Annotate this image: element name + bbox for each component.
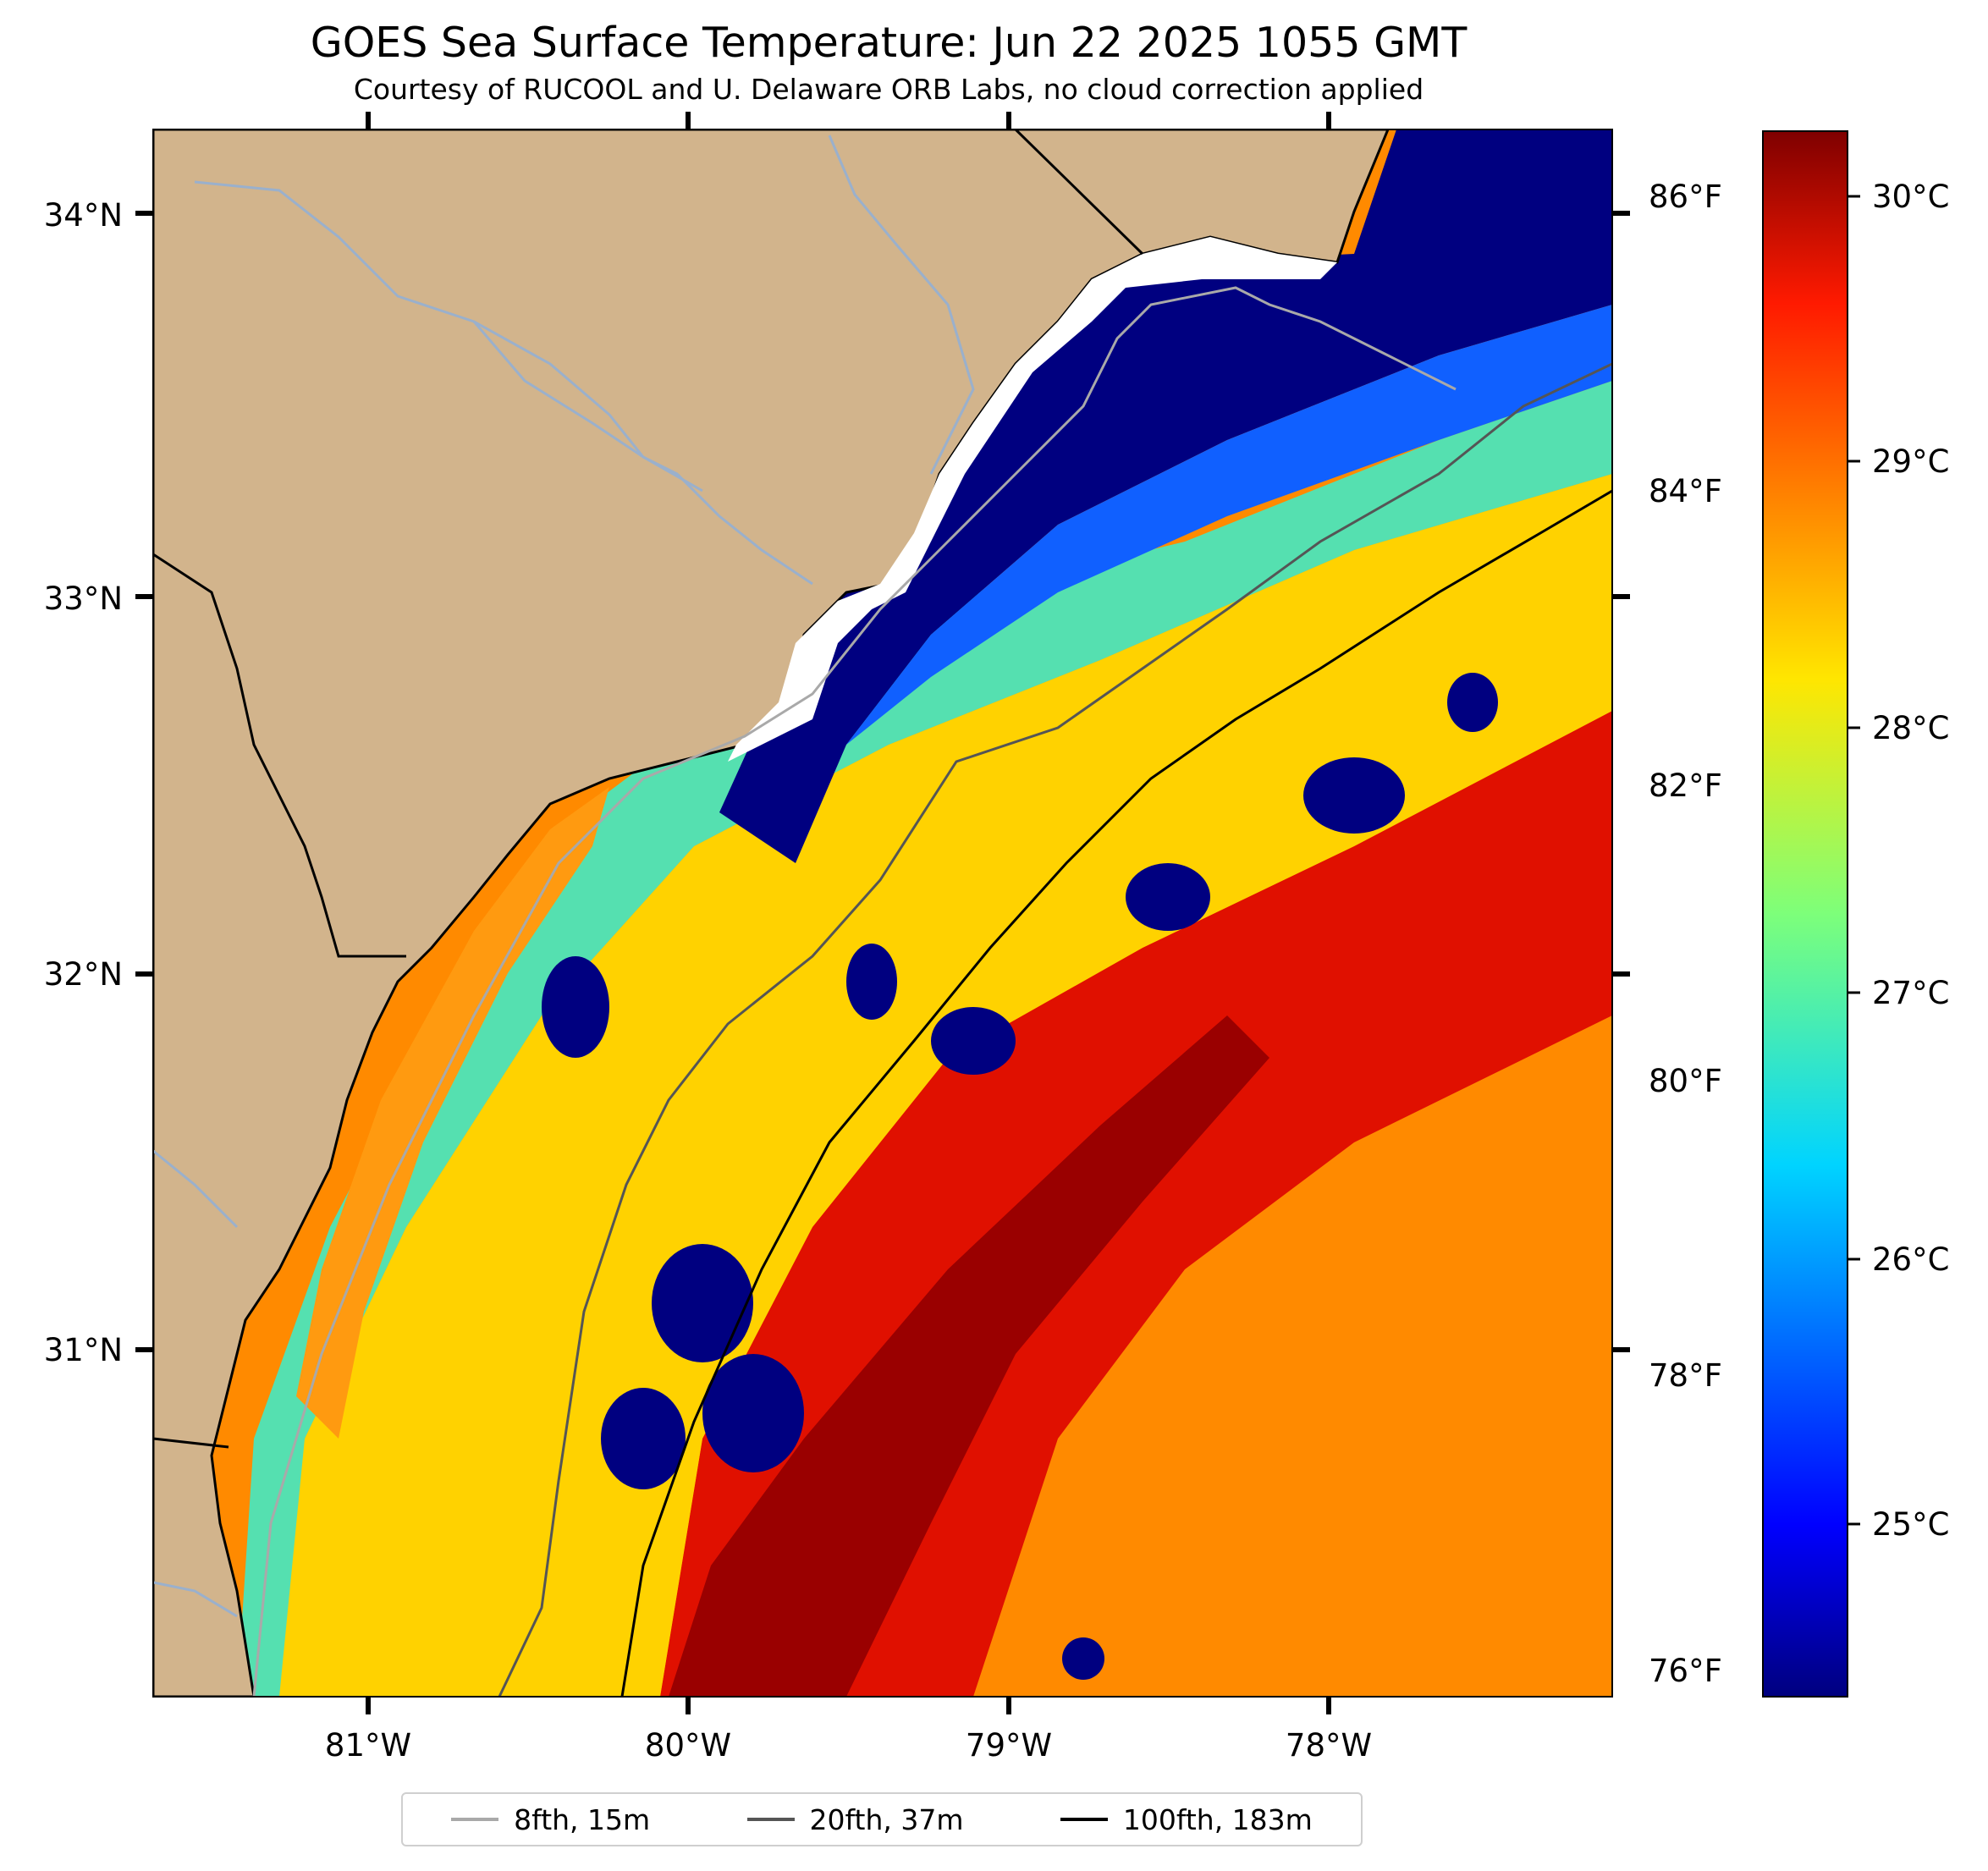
- cb-label-27: 27°C: [1872, 975, 1949, 1011]
- legend-label-100fth: 100fth, 183m: [1122, 1802, 1313, 1836]
- lat-ticks-left: [135, 211, 153, 1352]
- chart-title: GOES Sea Surface Temperature: Jun 22 202…: [310, 19, 1468, 67]
- colorbar-labels: 30°C 29°C 28°C 27°C 26°C 25°C: [1872, 179, 1949, 1543]
- lat-label-33: 33°N: [44, 581, 123, 617]
- cb-label-29: 29°C: [1872, 443, 1949, 480]
- cb-label-25: 25°C: [1872, 1506, 1949, 1543]
- cold-water-region: [719, 129, 1612, 863]
- lat-label-34: 34°N: [44, 197, 123, 234]
- f-label-80: 80°F: [1649, 1063, 1722, 1099]
- cold-eddies: [542, 673, 1498, 1680]
- map-panel: [153, 129, 1612, 1697]
- longitude-labels: 81°W 80°W 79°W 78°W: [325, 1727, 1372, 1764]
- isobath-legend: 8fth, 15m 20fth, 37m 100fth, 183m: [401, 1792, 1363, 1846]
- legend-label-20fth: 20fth, 37m: [809, 1802, 964, 1836]
- isobath-100fth: [620, 489, 1612, 1697]
- colorbar: [1762, 130, 1848, 1698]
- f-label-76: 76°F: [1649, 1653, 1722, 1689]
- lon-ticks: [366, 112, 1331, 1714]
- chart-subtitle: Courtesy of RUCOOL and U. Delaware ORB L…: [353, 73, 1424, 106]
- lon-label-80: 80°W: [645, 1727, 731, 1764]
- f-label-84: 84°F: [1649, 473, 1722, 509]
- lon-label-81: 81°W: [325, 1727, 411, 1764]
- legend-item-100fth: 100fth, 183m: [1060, 1803, 1313, 1836]
- lon-label-79: 79°W: [966, 1727, 1052, 1764]
- rivers: [153, 135, 975, 1618]
- legend-item-20fth: 20fth, 37m: [746, 1802, 964, 1836]
- isobath-20fth: [498, 362, 1612, 1697]
- legend-swatch-100fth: [1060, 1818, 1108, 1821]
- cb-label-28: 28°C: [1872, 710, 1949, 746]
- shelf-warm-zone: [254, 474, 1612, 1697]
- legend-swatch-8fth: [451, 1818, 499, 1821]
- legend-label-8fth: 8fth, 15m: [514, 1802, 651, 1836]
- gulf-stream-core: [669, 1015, 1269, 1697]
- cb-label-30: 30°C: [1872, 179, 1949, 215]
- f-label-78: 78°F: [1649, 1357, 1722, 1394]
- f-label-82: 82°F: [1649, 768, 1722, 804]
- map-frame: [152, 129, 1613, 1698]
- cold-water-band-blue: [846, 305, 1612, 745]
- f-label-86: 86°F: [1649, 179, 1722, 215]
- colorbar-ticks: [1848, 195, 1860, 1526]
- cb-label-26: 26°C: [1872, 1241, 1949, 1278]
- isobath-8fth: [252, 286, 1457, 1697]
- legend-item-8fth: 8fth, 15m: [451, 1803, 650, 1836]
- lat-label-31: 31°N: [44, 1332, 123, 1368]
- lat-ticks-right: [1612, 211, 1630, 1352]
- state-boundaries: [153, 129, 1144, 1449]
- legend-swatch-20fth: [746, 1818, 795, 1821]
- lon-label-78: 78°W: [1286, 1727, 1372, 1764]
- fahrenheit-labels: 86°F 84°F 82°F 80°F 78°F 76°F: [1649, 179, 1722, 1689]
- latitude-labels: 34°N 33°N 32°N 31°N: [44, 197, 123, 1368]
- lat-label-32: 32°N: [44, 956, 123, 993]
- nearshore-orange-strip: [296, 787, 609, 1439]
